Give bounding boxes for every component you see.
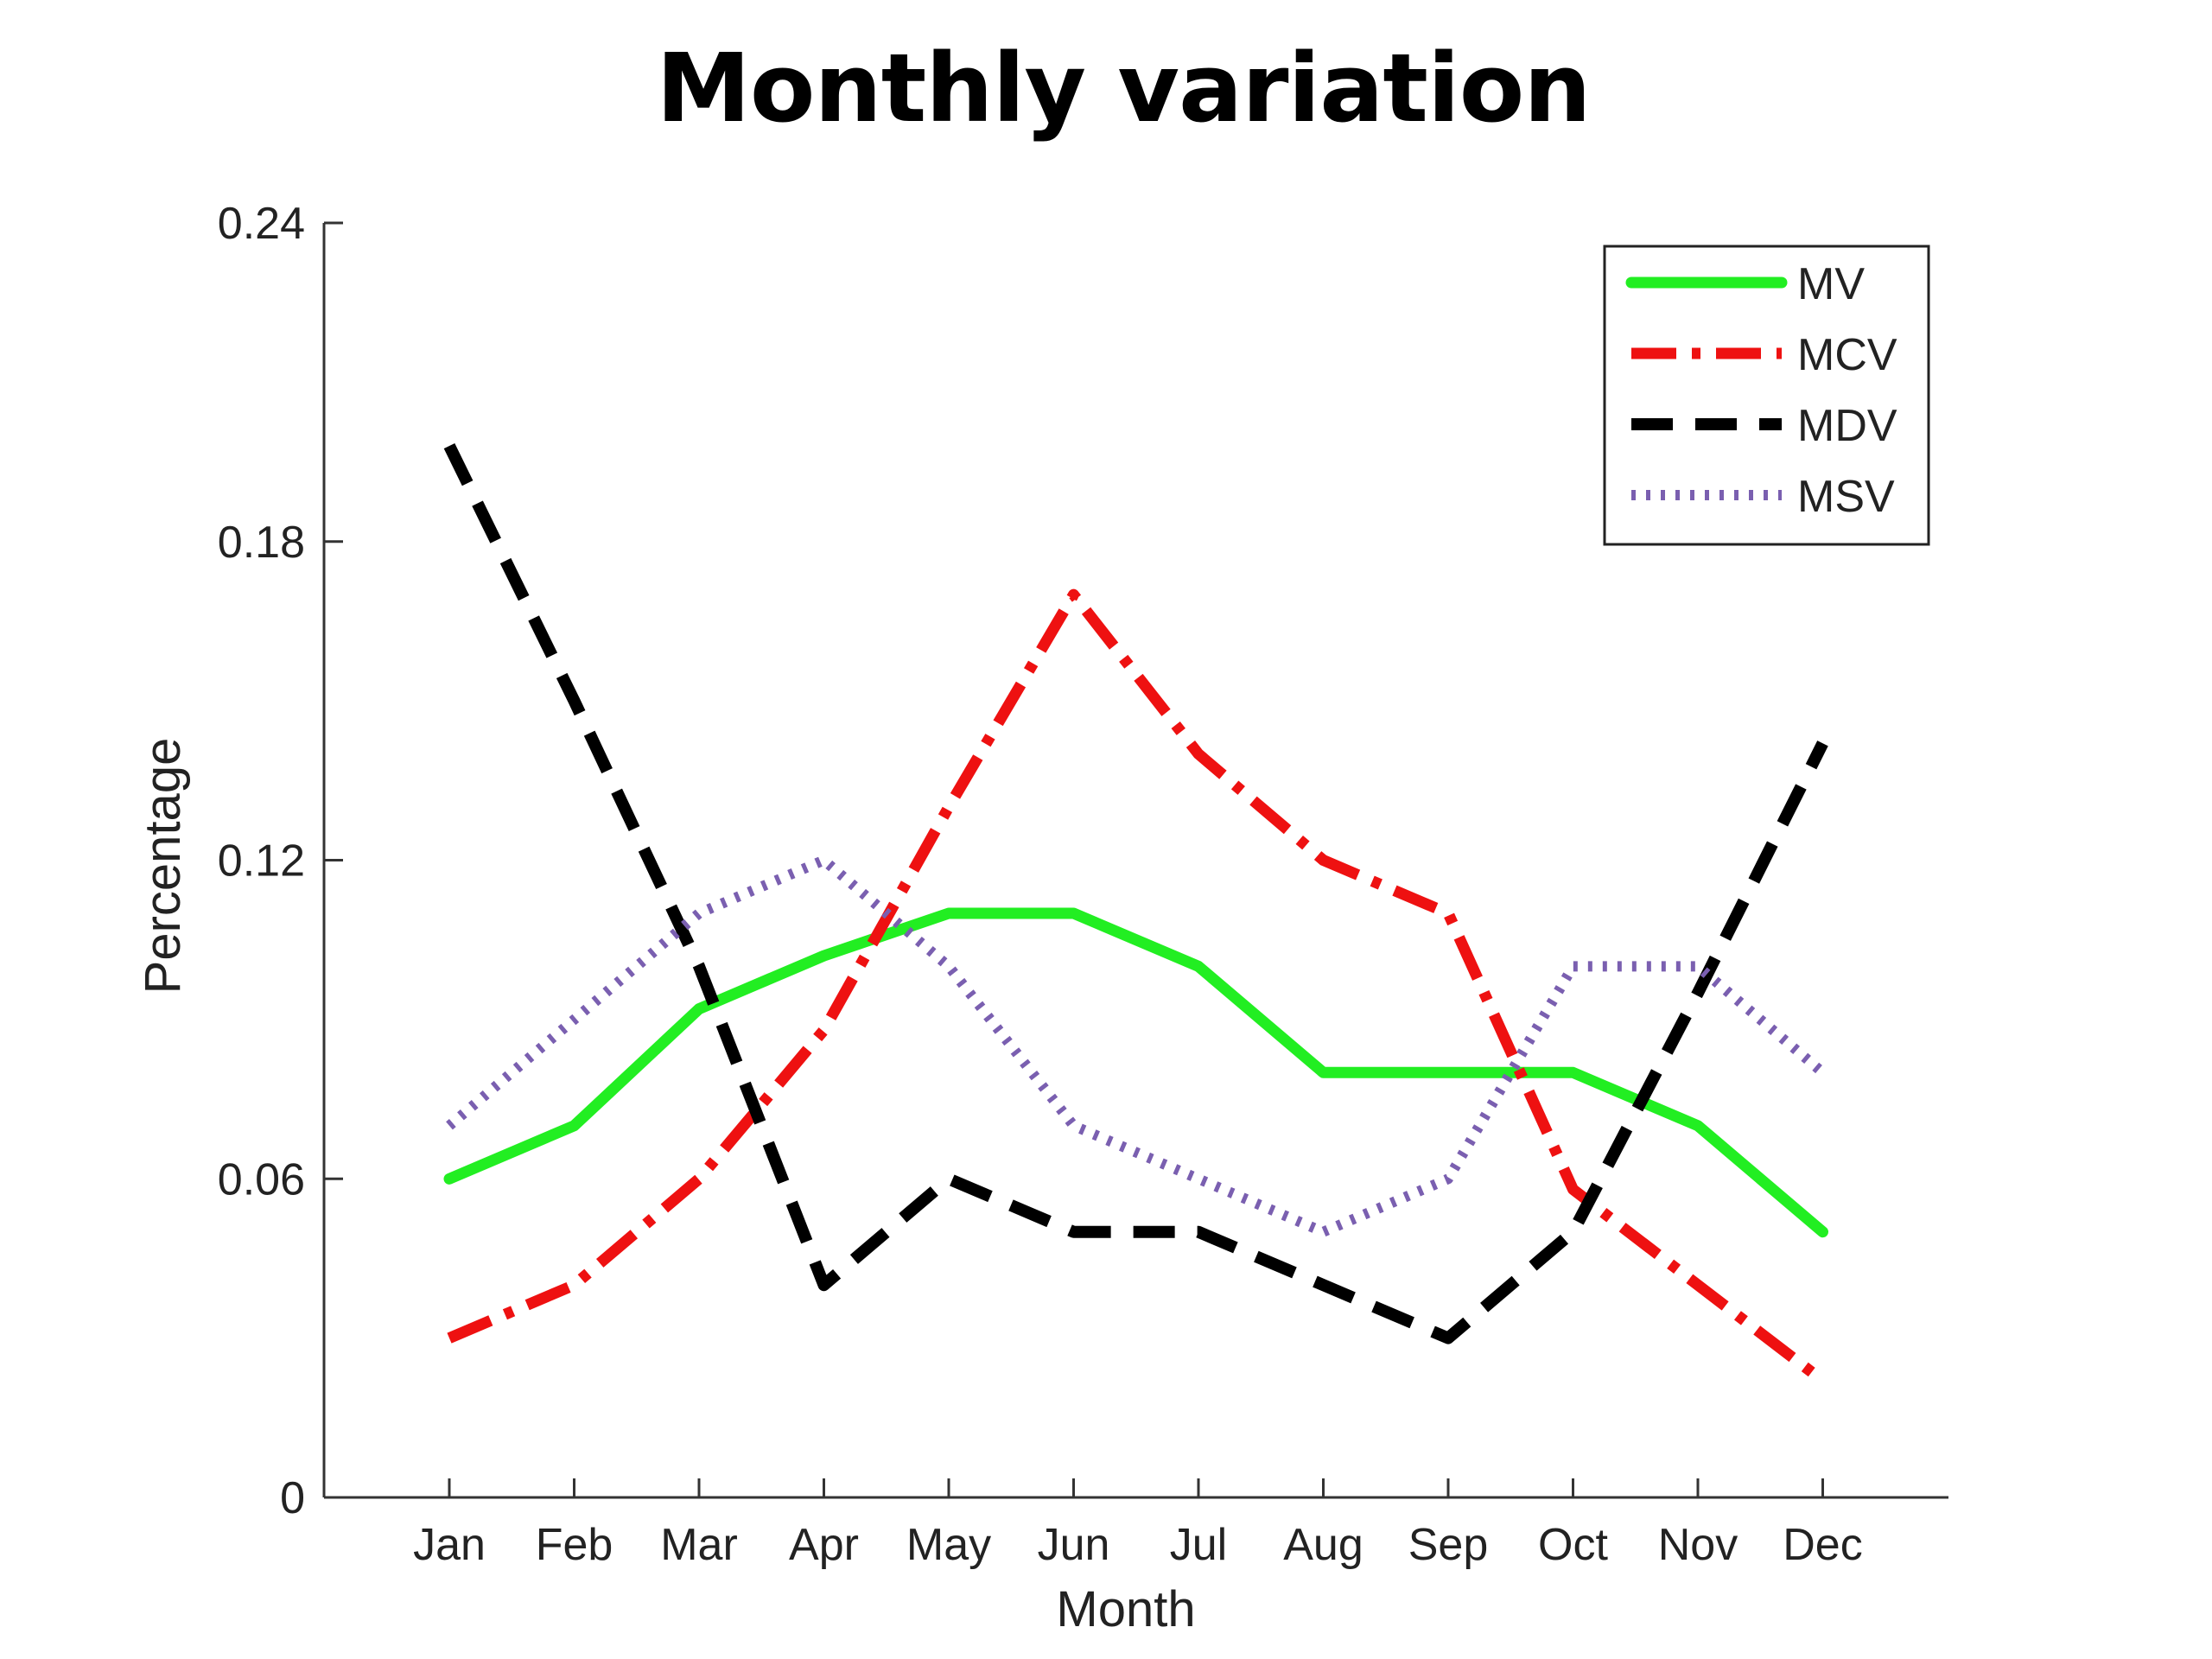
series-line-mv bbox=[443, 907, 1828, 1238]
legend-label-mv: MV bbox=[1797, 259, 1865, 309]
y-tick-label: 0 bbox=[280, 1473, 305, 1523]
x-tick-label: Nov bbox=[1658, 1520, 1738, 1570]
series-line-mcv bbox=[447, 588, 1827, 1385]
y-tick-label: 0.12 bbox=[218, 836, 305, 887]
x-tick-label: Jan bbox=[413, 1520, 486, 1570]
x-axis-label: Month bbox=[1056, 1581, 1195, 1637]
x-tick-label: Sep bbox=[1408, 1520, 1489, 1570]
x-tick-label: Dec bbox=[1783, 1520, 1862, 1570]
y-axis-label: Percentage bbox=[135, 738, 191, 995]
y-tick-label: 0.06 bbox=[218, 1154, 305, 1205]
x-tick-label: Oct bbox=[1538, 1520, 1608, 1570]
y-ticks: 0 0.06 0.12 0.18 0.24 bbox=[218, 199, 343, 1523]
series-lines bbox=[443, 443, 1828, 1385]
y-tick-label: 0.18 bbox=[218, 518, 305, 568]
series-line-msv bbox=[446, 855, 1827, 1237]
y-tick-label: 0.24 bbox=[218, 199, 305, 249]
x-tick-label: May bbox=[906, 1520, 991, 1570]
legend-label-msv: MSV bbox=[1797, 472, 1895, 522]
x-tick-label: Aug bbox=[1283, 1520, 1363, 1570]
x-tick-label: Jun bbox=[1038, 1520, 1110, 1570]
chart-title: Monthly variation bbox=[656, 33, 1591, 143]
x-tick-label: Apr bbox=[789, 1520, 859, 1570]
legend: MV MCV MDV MSV bbox=[1603, 245, 1930, 546]
legend-label-mcv: MCV bbox=[1797, 330, 1897, 380]
x-tick-label: Feb bbox=[536, 1520, 613, 1570]
x-tick-label: Mar bbox=[660, 1520, 738, 1570]
legend-label-mdv: MDV bbox=[1797, 401, 1897, 451]
x-tick-label: Jul bbox=[1170, 1520, 1227, 1570]
x-ticks: Jan Feb Mar Apr May Jun Jul Aug Sep Oct Nov Dec bbox=[413, 1478, 1863, 1570]
series-line-mdv bbox=[443, 443, 1828, 1344]
